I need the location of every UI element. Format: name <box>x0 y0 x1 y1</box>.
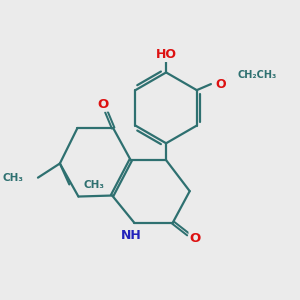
Text: CH₃: CH₃ <box>83 180 104 190</box>
Text: HO: HO <box>156 48 177 62</box>
Text: CH₂CH₃: CH₂CH₃ <box>238 70 277 80</box>
Text: O: O <box>189 232 200 245</box>
Text: O: O <box>98 98 109 111</box>
Text: NH: NH <box>121 229 142 242</box>
Text: O: O <box>215 78 226 91</box>
Text: CH₃: CH₃ <box>3 173 24 183</box>
